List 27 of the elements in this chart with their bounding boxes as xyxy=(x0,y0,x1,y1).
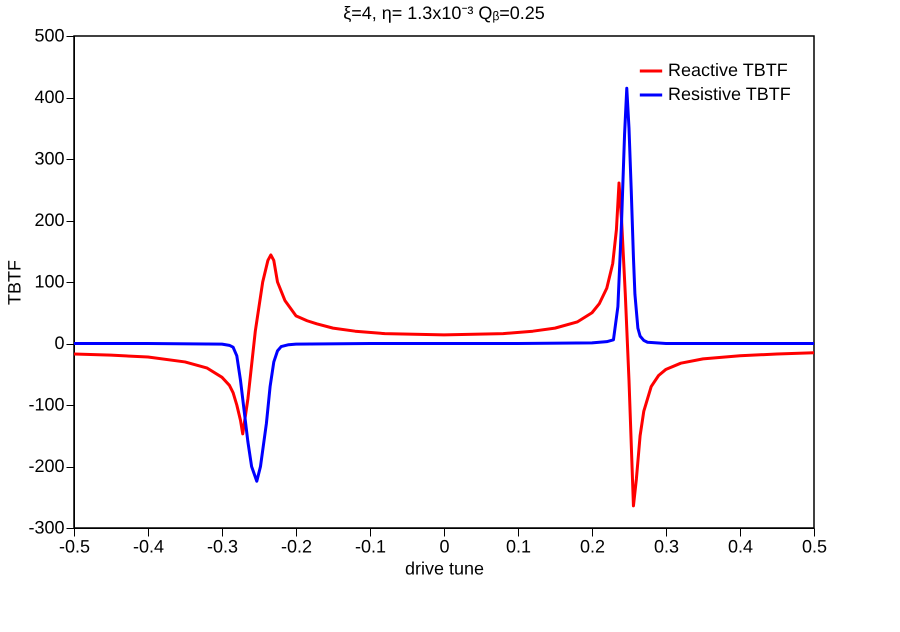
legend-label: Resistive TBTF xyxy=(668,84,791,104)
y-tick-label: 100 xyxy=(34,272,64,292)
line-series xyxy=(74,86,814,483)
x-tick-label: -0.3 xyxy=(206,536,238,556)
x-tick-label: 0 xyxy=(439,536,450,556)
x-tick-label: -0.2 xyxy=(280,536,312,556)
x-tick-label: 0.4 xyxy=(728,536,754,556)
y-tick-label: -200 xyxy=(28,456,64,476)
y-tick-label: 200 xyxy=(34,210,64,230)
x-tick-label: -0.4 xyxy=(132,536,164,556)
x-tick-label: 0.1 xyxy=(506,536,532,556)
chart-title: ξ=4, η= 1.3x10⁻³ Qᵦ=0.25 xyxy=(343,3,545,23)
y-tick-label: 500 xyxy=(34,26,64,46)
x-tick-label: -0.5 xyxy=(58,536,90,556)
x-tick-label: 0.2 xyxy=(580,536,606,556)
x-tick-label: 0.3 xyxy=(654,536,680,556)
line-series xyxy=(74,181,814,508)
y-tick-label: 0 xyxy=(54,333,64,353)
y-tick-label: 400 xyxy=(34,87,64,107)
x-axis-title: drive tune xyxy=(404,558,484,578)
y-tick-label: -300 xyxy=(28,518,64,538)
x-tick-label: -0.1 xyxy=(354,536,386,556)
y-axis-title: TBTF xyxy=(4,260,24,305)
y-tick-label: 300 xyxy=(34,148,64,168)
x-tick-label: 0.5 xyxy=(802,536,828,556)
y-tick-label: -100 xyxy=(28,394,64,414)
legend-label: Reactive TBTF xyxy=(668,60,788,80)
